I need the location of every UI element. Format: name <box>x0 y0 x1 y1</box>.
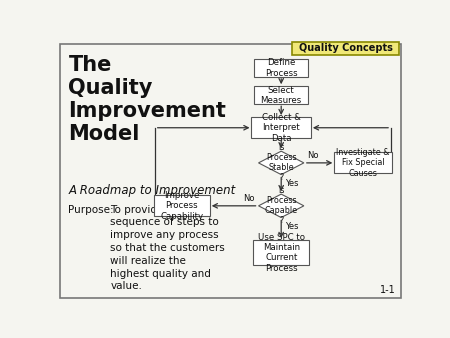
Text: Select
Measures: Select Measures <box>261 86 302 105</box>
Text: Improve
Process
Capability: Improve Process Capability <box>160 191 203 221</box>
Text: Purpose:: Purpose: <box>68 204 114 215</box>
FancyBboxPatch shape <box>334 152 392 173</box>
Text: Quality Concepts: Quality Concepts <box>299 43 393 53</box>
Text: Is
Process
Capable
?: Is Process Capable ? <box>265 186 298 225</box>
FancyBboxPatch shape <box>252 117 311 138</box>
Text: No: No <box>243 194 254 203</box>
Text: 1-1: 1-1 <box>379 285 395 295</box>
FancyBboxPatch shape <box>154 195 210 216</box>
Text: A Roadmap to Improvement: A Roadmap to Improvement <box>68 184 236 197</box>
Text: Yes: Yes <box>285 179 298 188</box>
Text: Define
Process: Define Process <box>265 58 297 78</box>
FancyBboxPatch shape <box>292 42 399 55</box>
Text: The
Quality
Improvement
Model: The Quality Improvement Model <box>68 55 226 144</box>
Polygon shape <box>259 151 304 175</box>
Text: No: No <box>307 151 319 160</box>
Text: Investigate &
Fix Special
Causes: Investigate & Fix Special Causes <box>337 148 390 178</box>
FancyBboxPatch shape <box>254 87 308 104</box>
FancyBboxPatch shape <box>254 59 308 77</box>
Text: To provide a
sequence of steps to
improve any process
so that the customers
will: To provide a sequence of steps to improv… <box>110 204 225 291</box>
Text: Is
Process
Stable
?: Is Process Stable ? <box>266 143 297 183</box>
Polygon shape <box>259 194 304 218</box>
FancyBboxPatch shape <box>253 240 309 265</box>
Text: Use SPC to
Maintain
Current
Process: Use SPC to Maintain Current Process <box>258 233 305 273</box>
Text: Yes: Yes <box>285 222 298 231</box>
Text: Collect &
Interpret
Data: Collect & Interpret Data <box>262 113 301 143</box>
